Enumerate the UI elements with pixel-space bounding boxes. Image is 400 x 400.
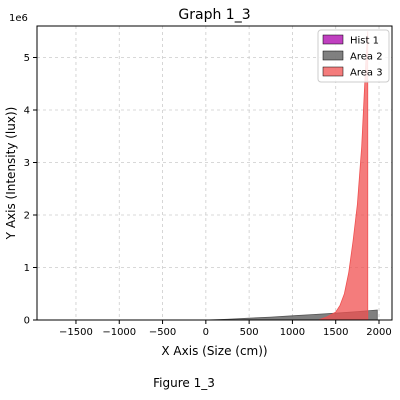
- x-tick-label: 2000: [366, 327, 391, 338]
- y-tick-label: 3: [24, 158, 30, 169]
- y-tick-label: 0: [24, 316, 30, 327]
- y-tick-label: 4: [24, 106, 30, 117]
- x-tick-label: 500: [240, 327, 259, 338]
- axis-ticks: −1500 −1000 −500 0 500 1000 1500 2000 0 1 2 3 4 5: [24, 53, 392, 338]
- legend-swatch-hist-1: [322, 34, 344, 45]
- x-axis-label: X Axis (Size (cm)): [161, 344, 267, 358]
- x-tick-label: −1000: [102, 327, 136, 338]
- y-axis-label: Y Axis (Intensity (lux)): [4, 107, 18, 241]
- y-tick-label: 5: [24, 53, 30, 64]
- y-axis-offset-label: 1e6: [9, 13, 28, 24]
- plot-frame: [36, 25, 393, 321]
- legend-swatch-area-3: [322, 66, 344, 77]
- y-tick-label: 1: [24, 263, 30, 274]
- x-tick-label: 1000: [280, 327, 305, 338]
- legend: Hist 1 Area 2 Area 3: [317, 29, 390, 83]
- legend-label-hist-1: Hist 1: [350, 36, 379, 47]
- figure-caption: Figure 1_3: [153, 376, 215, 390]
- legend-label-area-2: Area 2: [350, 52, 383, 63]
- x-tick-label: 1500: [323, 327, 348, 338]
- chart-title: Graph 1_3: [178, 7, 250, 23]
- legend-label-area-3: Area 3: [350, 68, 383, 79]
- x-tick-label: −1500: [59, 327, 93, 338]
- y-tick-label: 2: [24, 211, 30, 222]
- x-tick-label: −500: [149, 327, 176, 338]
- legend-swatch-area-2: [322, 50, 344, 61]
- x-tick-label: 0: [203, 327, 209, 338]
